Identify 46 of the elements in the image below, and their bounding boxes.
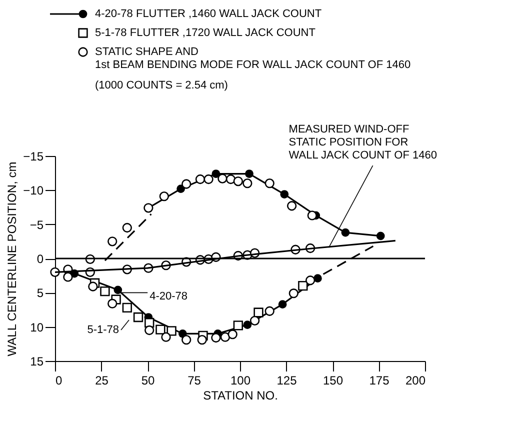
point [108,236,118,246]
legend-label: STATIC SHAPE AND 1st BEAM BENDING MODE FOR WALL JACK COUNT OF 1460 [95,46,411,71]
y-tick-label: 10 [30,320,44,334]
point [286,201,297,211]
point [341,228,350,237]
legend-label: 5-1-78 FLUTTER ,1720 WALL JACK COUNT [95,27,316,39]
point [211,332,221,343]
x-axis-title: STATION NO. [203,388,278,402]
point [264,178,274,188]
y-axis-title: WALL CENTERLINE POSITION, cm [5,162,20,356]
y-tick-label: 0 [36,252,44,266]
annotation: MEASURED WIND-OFF STATIC POSITION FOR WALL JACK COUNT OF 1460 [288,124,437,162]
point [376,232,385,240]
point [195,174,206,184]
point [161,332,171,342]
point [197,334,207,345]
point [280,190,289,198]
y-tick-label: 5 [36,286,44,300]
y-tick-label: −5 [30,218,44,232]
point [245,170,254,178]
point [122,222,132,233]
x-tick-label: 0 [56,374,62,388]
x-tick-label: 200 [405,374,426,388]
point [307,210,317,220]
point [204,174,214,184]
x-tick-label: 75 [188,374,202,388]
legend-label: 4-20-78 FLUTTER ,1460 WALL JACK COUNT [95,8,322,20]
point [159,191,169,202]
x-tick-label: 50 [141,374,155,388]
point [63,272,73,282]
y-tick-label: 15 [30,354,44,368]
text: (1000 COUNTS = 2.54 cm) [95,79,228,92]
annotation: 4-20-78 [150,290,188,303]
x-tick-label: 100 [230,374,251,388]
y-tick-label: −15 [23,150,44,164]
point [233,176,243,186]
point [242,178,252,188]
x-tick-label: 150 [322,374,344,388]
annotation: 5-1-78 [87,324,119,336]
x-tick-label: 25 [95,374,109,388]
x-tick-label: 175 [369,374,390,388]
x-tick-label: 125 [276,374,298,388]
point [212,170,220,178]
point [182,334,192,345]
point [182,179,192,189]
y-tick-label: −10 [23,184,44,198]
